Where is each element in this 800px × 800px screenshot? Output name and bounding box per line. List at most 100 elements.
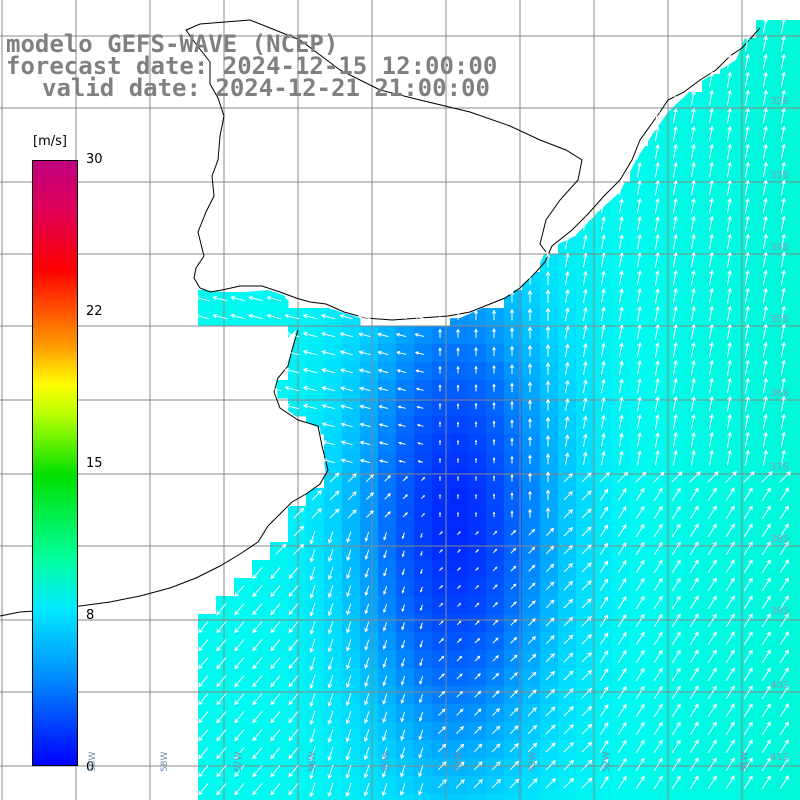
- wind-speed-cell: [576, 398, 595, 417]
- wind-arrow: [779, 721, 789, 736]
- wind-speed-cell: [432, 452, 451, 471]
- wind-speed-cell: [666, 632, 685, 651]
- wind-speed-cell: [612, 758, 631, 777]
- longitude-label: 52W: [602, 751, 612, 772]
- wind-arrow: [653, 739, 663, 754]
- wind-arrow: [329, 472, 340, 483]
- wind-speed-cell: [630, 542, 649, 561]
- wind-speed-cell: [612, 776, 631, 795]
- wind-arrow: [780, 215, 786, 232]
- wind-speed-cell: [756, 236, 775, 255]
- wind-speed-cell: [576, 290, 595, 309]
- wind-arrow: [636, 323, 642, 340]
- wind-arrow: [780, 179, 786, 196]
- wind-speed-cell: [666, 344, 685, 363]
- wind-arrow: [725, 775, 735, 790]
- wind-speed-cell: [702, 434, 721, 453]
- wind-speed-cell: [774, 200, 793, 219]
- wind-arrow: [707, 649, 717, 664]
- wind-arrow: [364, 693, 370, 706]
- wind-arrow: [527, 742, 538, 753]
- wind-speed-cell: [576, 326, 595, 345]
- wind-speed-cell: [612, 704, 631, 723]
- wind-arrow: [345, 639, 352, 652]
- wind-arrow: [284, 403, 300, 410]
- wind-speed-cell: [396, 344, 415, 363]
- wind-arrow: [288, 585, 299, 597]
- wind-speed-cell: [414, 686, 433, 705]
- wind-speed-cell: [594, 506, 613, 525]
- wind-arrow: [510, 419, 514, 428]
- wind-speed-cell: [558, 326, 577, 345]
- wind-arrow: [689, 775, 699, 790]
- wind-speed-cell: [612, 632, 631, 651]
- wind-speed-cell: [504, 794, 523, 800]
- wind-speed-cell: [594, 218, 613, 237]
- wind-speed-cell: [540, 506, 559, 525]
- wind-arrow: [564, 288, 570, 304]
- wind-arrow: [293, 525, 305, 537]
- wind-speed-cell: [630, 362, 649, 381]
- wind-speed-cell: [306, 308, 325, 327]
- wind-arrow: [689, 685, 699, 700]
- wind-arrow: [327, 603, 334, 617]
- wind-speed-cell: [396, 524, 415, 543]
- wind-arrow: [309, 728, 316, 744]
- wind-speed-cell: [648, 326, 667, 345]
- wind-arrow: [216, 639, 227, 652]
- wind-speed-cell: [540, 362, 559, 381]
- wind-arrow: [510, 636, 518, 644]
- wind-speed-cell: [522, 290, 541, 309]
- wind-speed-cell: [360, 344, 379, 363]
- wind-speed-cell: [522, 326, 541, 345]
- wind-arrow: [510, 363, 514, 375]
- wind-speed-cell: [522, 380, 541, 399]
- wind-speed-cell: [630, 434, 649, 453]
- wind-arrow: [744, 323, 750, 340]
- wind-speed-cell: [324, 632, 343, 651]
- wind-speed-cell: [738, 380, 757, 399]
- wind-speed-cell: [522, 452, 541, 471]
- wind-arrow: [419, 658, 423, 667]
- wind-arrow: [510, 473, 514, 482]
- wind-speed-cell: [792, 668, 800, 687]
- wind-speed-cell: [558, 308, 577, 327]
- wind-speed-cell: [450, 506, 469, 525]
- wind-arrow: [419, 622, 423, 630]
- wind-speed-cell: [360, 542, 379, 561]
- wind-arrow: [456, 347, 460, 356]
- wind-arrow: [364, 675, 370, 688]
- wind-arrow: [780, 71, 786, 88]
- wind-arrow: [617, 506, 627, 519]
- wind-arrow: [345, 675, 352, 689]
- wind-arrow: [382, 729, 388, 742]
- wind-arrow: [510, 654, 518, 662]
- wind-arrow: [654, 323, 660, 340]
- wind-speed-cell: [738, 200, 757, 219]
- wind-arrow: [528, 600, 536, 608]
- wind-arrow: [762, 89, 768, 106]
- wind-arrow: [618, 324, 624, 340]
- wind-arrow: [672, 107, 678, 124]
- wind-speed-cell: [720, 416, 739, 435]
- wind-speed-cell: [234, 290, 253, 309]
- wind-speed-cell: [792, 488, 800, 507]
- wind-speed-cell: [756, 524, 775, 543]
- wind-speed-cell: [684, 722, 703, 741]
- wind-arrow: [581, 580, 592, 591]
- wind-speed-cell: [324, 614, 343, 633]
- wind-speed-cell: [324, 344, 343, 363]
- wind-speed-cell: [774, 182, 793, 201]
- wind-speed-cell: [756, 218, 775, 237]
- wind-arrow: [779, 613, 789, 628]
- wind-arrow: [779, 667, 789, 682]
- wind-arrow: [564, 270, 570, 286]
- wind-arrow: [708, 323, 714, 340]
- wind-speed-cell: [360, 578, 379, 597]
- wind-arrow: [725, 595, 735, 610]
- wind-speed-cell: [792, 380, 800, 399]
- wind-speed-cell: [576, 362, 595, 381]
- wind-arrow: [419, 676, 424, 685]
- wind-speed-cell: [774, 236, 793, 255]
- wind-arrow: [779, 541, 789, 556]
